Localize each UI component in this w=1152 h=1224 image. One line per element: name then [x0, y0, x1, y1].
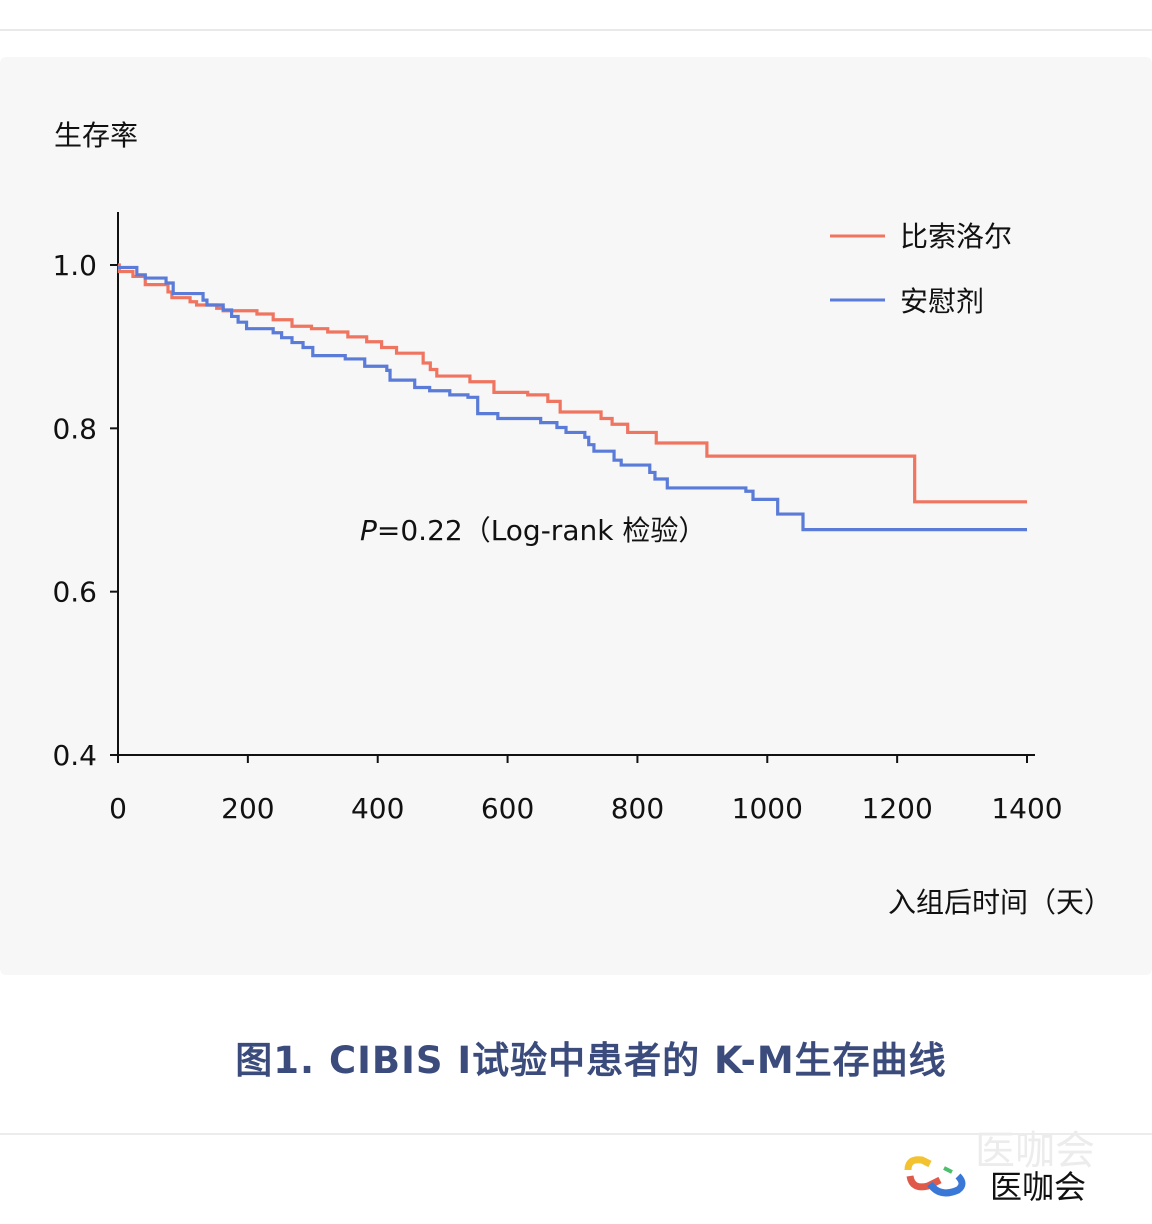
figure-caption: 图1. CIBIS I试验中患者的 K-M生存曲线	[235, 1039, 947, 1082]
x-tick-label: 1000	[732, 792, 803, 825]
x-tick-label: 800	[611, 792, 664, 825]
survival-curve-placebo	[118, 265, 1027, 532]
x-tick-label: 200	[221, 792, 274, 825]
y-axis-label: 生存率	[54, 119, 138, 152]
logo-watermark: 医咖会	[975, 1128, 1095, 1174]
curves	[117, 263, 1027, 532]
chart-panel	[0, 57, 1152, 975]
y-tick-label: 1.0	[52, 249, 97, 282]
legend-label-placebo: 安慰剂	[900, 285, 984, 318]
x-tick-label: 0	[109, 792, 127, 825]
bottom-divider	[0, 1133, 1152, 1135]
y-tick-label: 0.8	[52, 412, 97, 445]
axes: 0 200 400 600 800 1000 1200 1400 0.4 0.6 0.8 1.0	[52, 212, 1063, 825]
top-divider	[0, 29, 1152, 31]
p-symbol: P	[360, 514, 377, 547]
legend-label-bisoprolol: 比索洛尔	[900, 220, 1012, 253]
x-tick-label: 1400	[991, 792, 1062, 825]
logo-chain-icon	[904, 1156, 966, 1197]
x-tick-label: 1200	[862, 792, 933, 825]
y-tick-label: 0.6	[52, 576, 97, 609]
x-tick-label: 600	[481, 792, 534, 825]
x-axis-label: 入组后时间（天）	[888, 886, 1112, 919]
logo-text: 医咖会	[990, 1168, 1087, 1206]
p-value-annotation: P=0.22（Log-rank 检验）	[360, 514, 706, 547]
logo: 医咖会 医咖会	[900, 1128, 1150, 1210]
survival-curve-bisoprolol	[117, 263, 1027, 504]
y-tick-label: 0.4	[52, 739, 97, 772]
x-tick-label: 400	[351, 792, 404, 825]
p-value-text: =0.22（Log-rank 检验）	[377, 514, 706, 547]
km-chart: 0 200 400 600 800 1000 1200 1400 0.4 0.6 0.8 1.0 生存…	[52, 119, 1112, 919]
legend: 比索洛尔 安慰剂	[830, 220, 1012, 318]
